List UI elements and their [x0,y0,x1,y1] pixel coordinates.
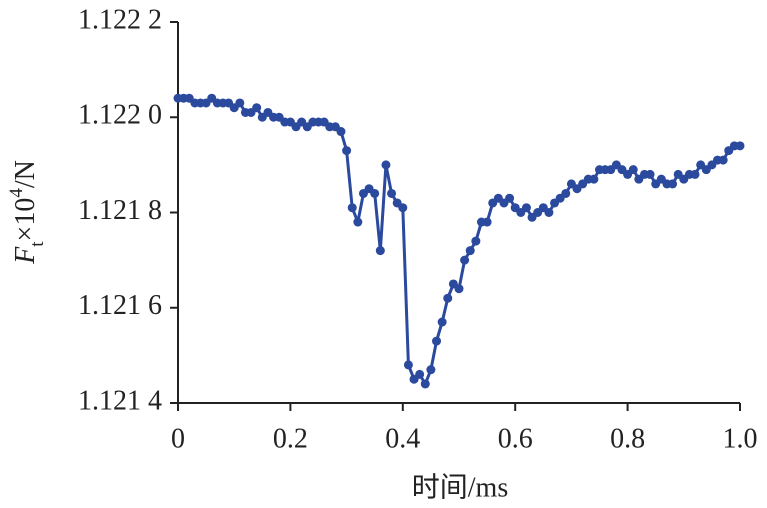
y-label-sub: t [27,241,48,247]
marker [718,155,728,165]
marker [381,160,391,170]
x-tick-label: 0.2 [273,423,308,454]
x-tick-label: 0.4 [385,423,420,454]
marker [252,103,262,113]
y-tick-label: 1.121 8 [78,195,162,226]
y-label-end: /N [10,160,41,188]
marker [353,217,363,227]
y-tick-label: 1.122 0 [78,100,162,131]
marker [336,127,346,137]
line [178,96,740,386]
marker [415,369,425,379]
y-tick-label: 1.122 2 [78,4,162,35]
marker [668,179,678,189]
y-axis-label: Ft×104/N [6,160,48,265]
x-tick-label: 0.6 [498,423,533,454]
marker [460,255,470,265]
y-label-main: F [10,246,41,265]
marker [645,169,655,179]
marker [437,317,447,327]
marker [628,165,638,175]
marker [690,169,700,179]
y-label-sup: 4 [6,188,27,198]
x-tick-label: 0 [171,423,185,454]
marker [426,365,436,375]
marker [235,98,245,108]
marker [589,174,599,184]
marker [482,217,492,227]
y-label-mid: ×10 [10,198,41,242]
marker [471,236,481,246]
marker [370,188,380,198]
marker [521,203,531,213]
marker [735,141,745,151]
marker [347,203,357,213]
marker [454,284,464,294]
marker [387,188,397,198]
y-tick-label: 1.121 6 [78,290,162,321]
marker [561,188,571,198]
marker [342,146,352,156]
marker [420,379,430,389]
marker [375,246,385,256]
marker [398,203,408,213]
marker [505,193,515,203]
marker [465,246,475,256]
marker [544,208,554,217]
y-tick-label: 1.121 4 [78,385,162,416]
x-axis-label: 时间/ms [412,471,508,503]
x-tick-label: 1.0 [723,423,758,454]
marker [432,336,442,346]
marker [443,293,453,303]
x-tick-label: 0.8 [610,423,645,454]
marker [403,360,413,370]
